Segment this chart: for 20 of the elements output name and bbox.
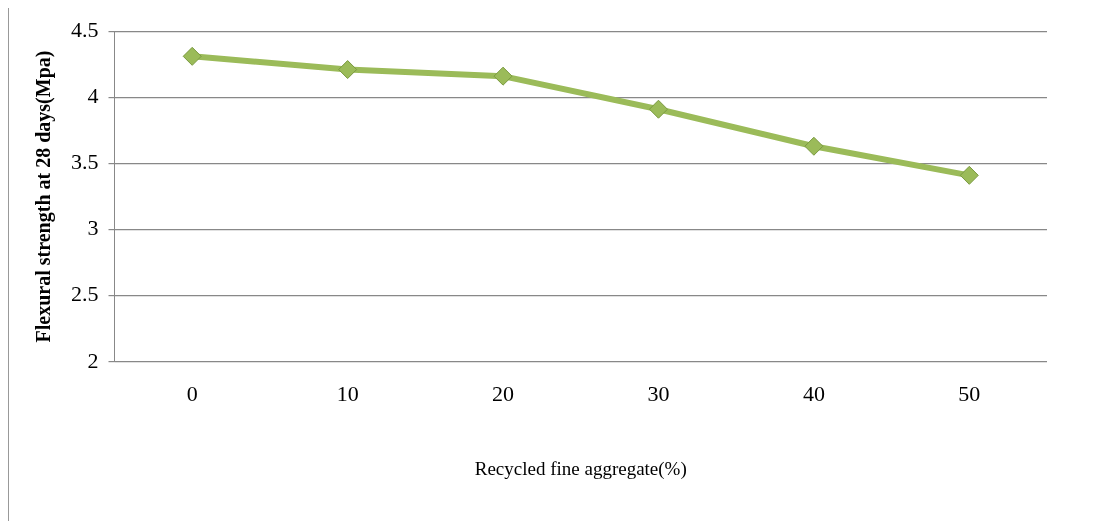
- x-tick-label: 30: [647, 380, 670, 406]
- point: [804, 136, 824, 156]
- point: [338, 60, 358, 80]
- y-tick-label: 3: [87, 215, 99, 241]
- point: [648, 99, 668, 119]
- y-tick-label: 2: [87, 347, 99, 373]
- point: [493, 66, 513, 86]
- y-axis-title: Flexural strength at 28 days(Mpa): [32, 50, 56, 343]
- point: [182, 46, 202, 66]
- x-tick-label: 0: [186, 380, 198, 406]
- point: [959, 165, 979, 185]
- y-tick-label: 4: [87, 83, 99, 109]
- x-tick-label: 20: [492, 380, 515, 406]
- x-axis-title: Recycled fine aggregate(%): [474, 457, 687, 480]
- x-tick-label: 40: [802, 380, 825, 406]
- y-tick-label: 3.5: [71, 149, 99, 175]
- x-tick-label: 50: [958, 380, 981, 406]
- x-tick-label: 10: [336, 380, 359, 406]
- y-tick-label: 2.5: [71, 281, 99, 307]
- y-tick-label: 4.5: [71, 16, 99, 42]
